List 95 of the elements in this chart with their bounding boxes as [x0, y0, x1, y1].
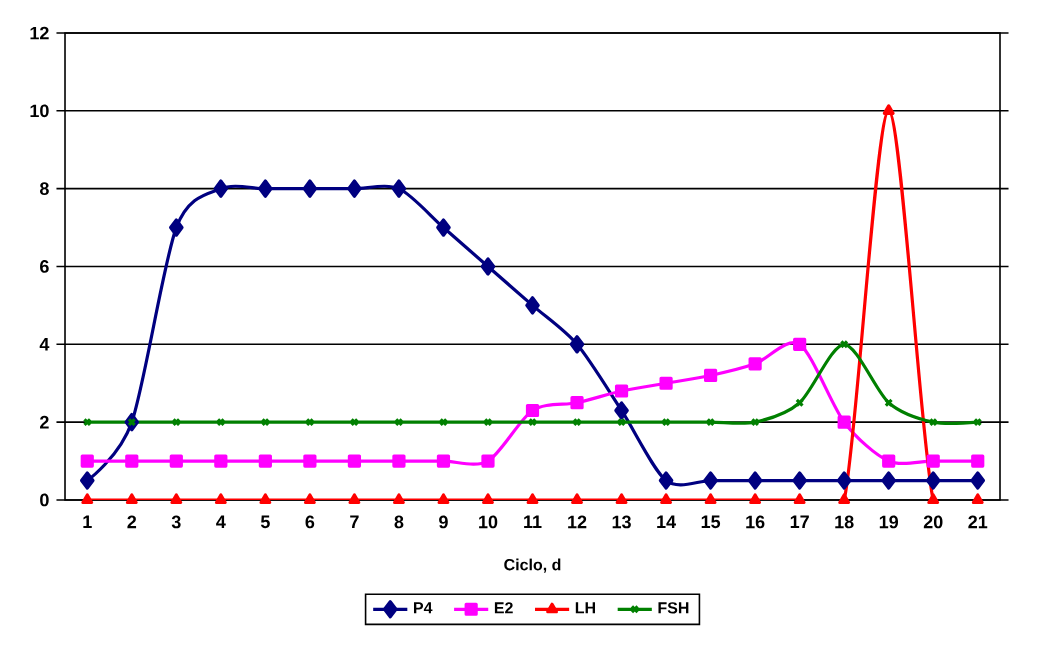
legend-label: LH	[575, 602, 596, 614]
point	[303, 454, 317, 468]
point	[792, 471, 807, 490]
point	[125, 493, 138, 505]
point	[925, 471, 941, 490]
point	[836, 471, 852, 490]
x-tick-label: 16	[746, 515, 765, 529]
x-tick-label: 12	[568, 515, 587, 529]
point	[214, 454, 228, 468]
point	[81, 493, 94, 505]
x-tick-label: 5	[260, 515, 270, 529]
point	[793, 337, 807, 351]
point	[481, 454, 495, 468]
y-tick-label: 2	[40, 415, 49, 429]
point	[571, 493, 583, 505]
x-tick-label: 18	[835, 515, 854, 529]
point	[302, 179, 318, 198]
x-tick-label: 8	[394, 515, 404, 529]
point	[391, 179, 407, 198]
point	[525, 296, 540, 315]
x-tick-label: 2	[127, 515, 137, 529]
x-tick-label: 21	[968, 515, 988, 529]
y-tick-label: 0	[40, 493, 49, 507]
y-tick-label: 12	[30, 26, 49, 40]
x-tick-label: 7	[350, 515, 359, 528]
x-tick-label: 17	[790, 515, 809, 528]
point	[658, 471, 674, 490]
legend-label: FSH	[658, 602, 689, 614]
point	[569, 335, 585, 354]
point	[213, 179, 229, 198]
point	[258, 179, 273, 198]
legend-label: P4	[413, 602, 433, 614]
x-tick-label: 19	[879, 515, 899, 529]
legend-label: E2	[494, 602, 513, 614]
point	[526, 493, 539, 505]
x-tick-label: 3	[171, 515, 181, 529]
point	[259, 493, 272, 505]
x-tick-label: 14	[657, 515, 676, 528]
point	[659, 376, 673, 390]
x-tick-label: 1	[83, 515, 92, 528]
x-tick-label: 15	[701, 515, 721, 529]
point	[748, 357, 762, 371]
point	[704, 368, 718, 383]
point	[347, 454, 362, 468]
point	[838, 493, 851, 505]
point	[170, 493, 183, 505]
x-axis-title: Ciclo, d	[504, 558, 561, 573]
point	[749, 493, 762, 505]
point	[436, 454, 451, 468]
x-tick-label: 20	[923, 515, 943, 529]
x-tick-label: 11	[524, 515, 542, 528]
y-tick-label: 4	[39, 338, 50, 351]
point	[660, 493, 672, 505]
y-tick-label: 10	[30, 104, 49, 118]
point	[437, 493, 450, 505]
y-tick-label: 8	[39, 182, 49, 196]
point	[881, 471, 896, 490]
x-tick-label: 10	[479, 515, 498, 529]
point	[971, 493, 984, 505]
point	[704, 493, 717, 505]
point	[125, 454, 139, 468]
point	[747, 471, 763, 490]
point	[436, 218, 451, 237]
point	[347, 179, 362, 198]
point	[214, 493, 227, 505]
point	[570, 396, 584, 410]
point	[348, 493, 361, 505]
x-tick-label: 4	[216, 515, 226, 528]
x-tick-label: 9	[439, 515, 448, 529]
point	[392, 454, 406, 468]
point	[169, 218, 184, 237]
point	[614, 384, 629, 398]
point	[614, 401, 629, 420]
point	[525, 403, 540, 418]
point	[393, 493, 405, 505]
point	[79, 471, 95, 490]
point	[258, 454, 272, 468]
point	[970, 471, 986, 490]
point	[793, 493, 806, 505]
point	[482, 493, 494, 505]
point	[926, 454, 940, 468]
point	[615, 493, 628, 505]
x-tick-label: 13	[612, 515, 631, 529]
point	[971, 454, 985, 468]
y-tick-label: 6	[40, 260, 49, 273]
point	[882, 454, 896, 468]
point	[480, 257, 496, 276]
point	[837, 415, 851, 429]
x-tick-label: 6	[305, 515, 315, 529]
point	[80, 454, 94, 468]
point	[169, 454, 183, 468]
point	[303, 493, 316, 505]
point	[927, 493, 940, 505]
point	[882, 104, 895, 115]
point	[703, 471, 718, 490]
